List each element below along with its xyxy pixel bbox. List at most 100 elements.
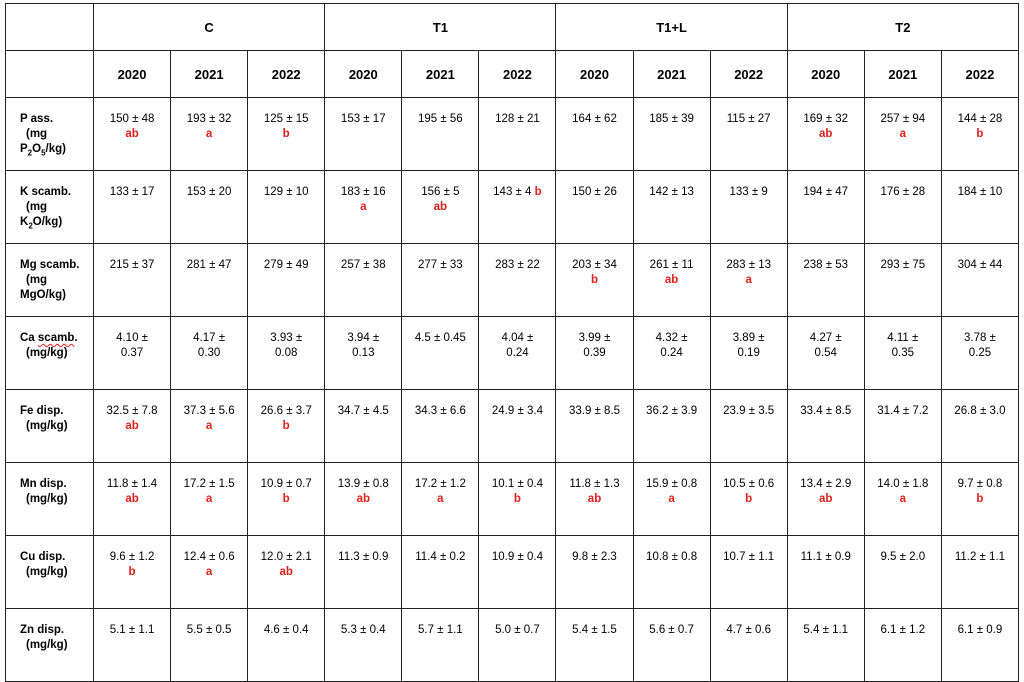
mean-sd-value: 10.9 ± 0.7	[260, 478, 312, 490]
mean-sd-value: 11.8 ± 1.3	[569, 478, 620, 490]
parameter-label: Ca scamb. (mg/kg)	[5, 316, 94, 390]
value-cell: 17.2 ± 1.5 a	[170, 462, 249, 536]
value-cell: 281 ± 47	[170, 243, 249, 317]
mean-sd-value: 17.2 ± 1.5	[183, 478, 235, 490]
year-header: 2022	[940, 50, 1020, 98]
year-header: 2020	[555, 50, 634, 98]
value-cell: 142 ± 13	[632, 170, 711, 244]
significance-letter: b	[128, 566, 136, 578]
value-cell: 277 ± 33	[401, 243, 480, 317]
mean-sd-value: 261 ± 11	[649, 259, 694, 271]
mean-sd-value: 283 ± 22	[495, 259, 540, 271]
value-cell: 150 ± 26	[555, 170, 634, 244]
mean-sd-value-cont: 0.08	[275, 347, 298, 359]
table-row: Ca scamb. (mg/kg) 4.10 ±0.37 4.17 ±0.30 3.93…	[5, 316, 1020, 390]
value-cell: 129 ± 10	[247, 170, 326, 244]
value-cell: 9.6 ± 1.2 b	[92, 535, 172, 609]
value-cell: 125 ± 15 b	[247, 97, 326, 171]
mean-sd-value: 11.2 ± 1.1	[954, 551, 1006, 563]
mean-sd-value: 215 ± 37	[109, 259, 155, 271]
mean-sd-value: 9.8 ± 2.3	[572, 551, 617, 563]
value-cell: 133 ± 17	[92, 170, 172, 244]
mean-sd-value: 3.99 ±	[578, 332, 611, 344]
mean-sd-value: 304 ± 44	[957, 259, 1003, 271]
value-cell: 4.10 ± 0.37	[92, 316, 172, 390]
mean-sd-value: 279 ± 49	[263, 259, 309, 271]
value-cell: 153 ± 20	[170, 170, 249, 244]
value-cell: 5.1 ± 1.1	[92, 608, 172, 682]
value-cell: 185 ± 39	[632, 97, 711, 171]
mean-sd-value: 11.8 ± 1.4	[106, 478, 158, 490]
significance-letter: ab	[125, 128, 139, 140]
parameter-unit: (mg/kg)	[26, 420, 68, 432]
year-header-row: 2020 2021 2022 2020 2021 2022 2020 2021 2022 2020…	[5, 50, 1020, 98]
mean-sd-value: 176 ± 28	[880, 186, 926, 198]
mean-sd-value: 5.1 ± 1.1	[109, 624, 155, 636]
significance-letter: ab	[664, 274, 679, 286]
value-cell: 115 ± 27	[709, 97, 788, 171]
parameter-label: Mg scamb. (mg MgO/kg)	[5, 243, 94, 317]
value-cell: 184 ± 10	[940, 170, 1020, 244]
significance-letter: a	[205, 566, 213, 578]
significance-letter: b	[976, 128, 984, 140]
mean-sd-value: 185 ± 39	[649, 113, 694, 125]
mean-sd-value: 4.7 ± 0.6	[726, 624, 771, 636]
mean-sd-value: 115 ± 27	[726, 113, 771, 125]
significance-letter: a	[745, 274, 752, 286]
mean-sd-value: 11.3 ± 0.9	[338, 551, 389, 563]
value-cell: 26.6 ± 3.7 b	[247, 389, 326, 463]
mean-sd-value: 143 ± 4	[493, 186, 532, 198]
mean-sd-value: 13.4 ± 2.9	[800, 478, 852, 490]
mean-sd-value: 125 ± 15	[263, 113, 309, 125]
parameter-unit: (mg/kg)	[26, 493, 68, 505]
mean-sd-value: 4.5 ± 0.45	[414, 332, 466, 344]
mean-sd-value: 6.1 ± 1.2	[880, 624, 926, 636]
parameter-unit: (mg	[26, 128, 48, 140]
value-cell: 13.9 ± 0.8 ab	[324, 462, 403, 536]
value-cell: 283 ± 13 a	[709, 243, 788, 317]
mean-sd-value: 4.17 ±	[193, 332, 226, 344]
mean-sd-value: 283 ± 13	[726, 259, 771, 271]
mean-sd-value: 129 ± 10	[263, 186, 309, 198]
value-cell: 11.4 ± 0.2	[401, 535, 480, 609]
significance-letter: b	[534, 186, 542, 198]
mean-sd-value: 156 ± 5	[421, 186, 460, 198]
parameter-name-part: .	[74, 332, 78, 344]
table-body: C T1 T1+L T2 2020 2021 2022 2020 2021 2022 202…	[5, 3, 1020, 682]
value-cell: 5.4 ± 1.5	[555, 608, 634, 682]
significance-letter: ab	[125, 420, 139, 432]
value-cell: 304 ± 44	[940, 243, 1020, 317]
mean-sd-value: 238 ± 53	[803, 259, 849, 271]
value-cell: 5.3 ± 0.4	[324, 608, 403, 682]
table-row: Fe disp. (mg/kg) 32.5 ± 7.8 ab 37.3 ± 5.6 a 26…	[5, 389, 1020, 463]
mean-sd-value: 277 ± 33	[418, 259, 463, 271]
mean-sd-value: 128 ± 21	[495, 113, 540, 125]
mean-sd-value: 10.8 ± 0.8	[646, 551, 698, 563]
significance-letter: a	[899, 128, 907, 140]
corner-cell	[5, 3, 94, 51]
mean-sd-value: 142 ± 13	[649, 186, 694, 198]
mean-sd-value: 12.4 ± 0.6	[183, 551, 235, 563]
value-cell: 4.32 ± 0.24	[632, 316, 711, 390]
mean-sd-value-cont: 0.37	[120, 347, 144, 359]
corner-cell	[5, 50, 94, 98]
mean-sd-value: 36.2 ± 3.9	[646, 405, 698, 417]
value-cell: 11.2 ± 1.1	[940, 535, 1020, 609]
parameter-name: Cu disp.	[20, 551, 66, 563]
value-cell: 4.6 ± 0.4	[247, 608, 326, 682]
mean-sd-value-cont: 0.39	[583, 347, 606, 359]
mean-sd-value: 183 ± 16	[340, 186, 386, 198]
group-header-row: C T1 T1+L T2	[5, 3, 1020, 51]
value-cell: 5.0 ± 0.7	[478, 608, 557, 682]
mean-sd-value: 17.2 ± 1.2	[414, 478, 466, 490]
value-cell: 193 ± 32 a	[170, 97, 249, 171]
value-cell: 4.7 ± 0.6	[709, 608, 788, 682]
mean-sd-value: 13.9 ± 0.8	[337, 478, 389, 490]
mean-sd-value-cont: 0.24	[506, 347, 529, 359]
significance-letter: a	[668, 493, 675, 505]
mean-sd-value: 193 ± 32	[186, 113, 232, 125]
unit-text: P	[20, 143, 28, 155]
value-cell: 4.04 ± 0.24	[478, 316, 557, 390]
group-header-t1: T1	[324, 3, 557, 51]
table-row: P ass. (mg P2O5/kg) 150 ± 48 ab 193 ± 32 a 125 …	[5, 97, 1020, 171]
